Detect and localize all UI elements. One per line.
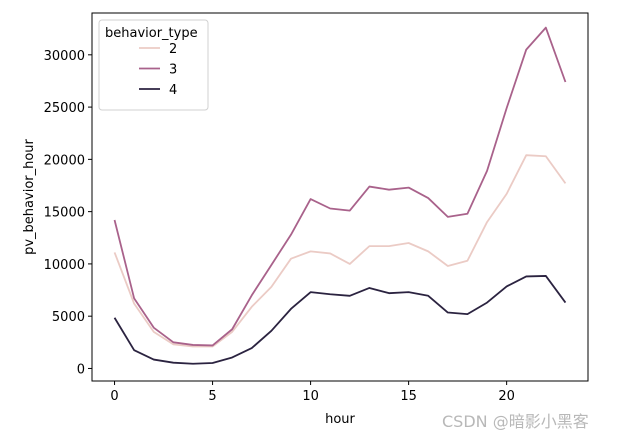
legend-title: behavior_type: [105, 26, 198, 41]
plot-frame: [91, 12, 589, 382]
legend-label-3: 3: [169, 63, 177, 78]
y-axis: 0 5000 10000 15000 20000 25000 30000: [44, 49, 92, 377]
legend-label-4: 4: [169, 83, 177, 98]
x-tick-label: 0: [110, 389, 118, 404]
x-tick-label: 5: [208, 389, 216, 404]
legend-items: 2 3 4: [139, 42, 177, 98]
y-tick-label: 0: [77, 362, 85, 377]
watermark: CSDN @暗影小黑客: [442, 412, 589, 431]
series-line-2: [113, 154, 567, 348]
y-tick-label: 20000: [44, 153, 85, 168]
series-lines: [113, 26, 567, 365]
x-axis: 0 5 10 15 20: [110, 381, 515, 404]
y-axis-label: pv_behavior_hour: [22, 138, 37, 254]
legend: behavior_type 2 3 4: [98, 19, 209, 111]
series-line-3: [113, 26, 567, 347]
y-tick-label: 25000: [44, 101, 85, 116]
series-line-4: [113, 275, 567, 365]
y-tick-label: 15000: [44, 206, 85, 221]
y-tick-label: 10000: [44, 258, 85, 273]
x-axis-label: hour: [325, 412, 355, 427]
y-tick-label: 5000: [52, 310, 85, 325]
legend-label-2: 2: [169, 42, 177, 57]
x-tick-label: 10: [302, 389, 319, 404]
y-tick-label: 30000: [44, 49, 85, 64]
legend-box: [98, 19, 209, 111]
x-tick-label: 15: [400, 389, 417, 404]
x-tick-label: 20: [498, 389, 515, 404]
